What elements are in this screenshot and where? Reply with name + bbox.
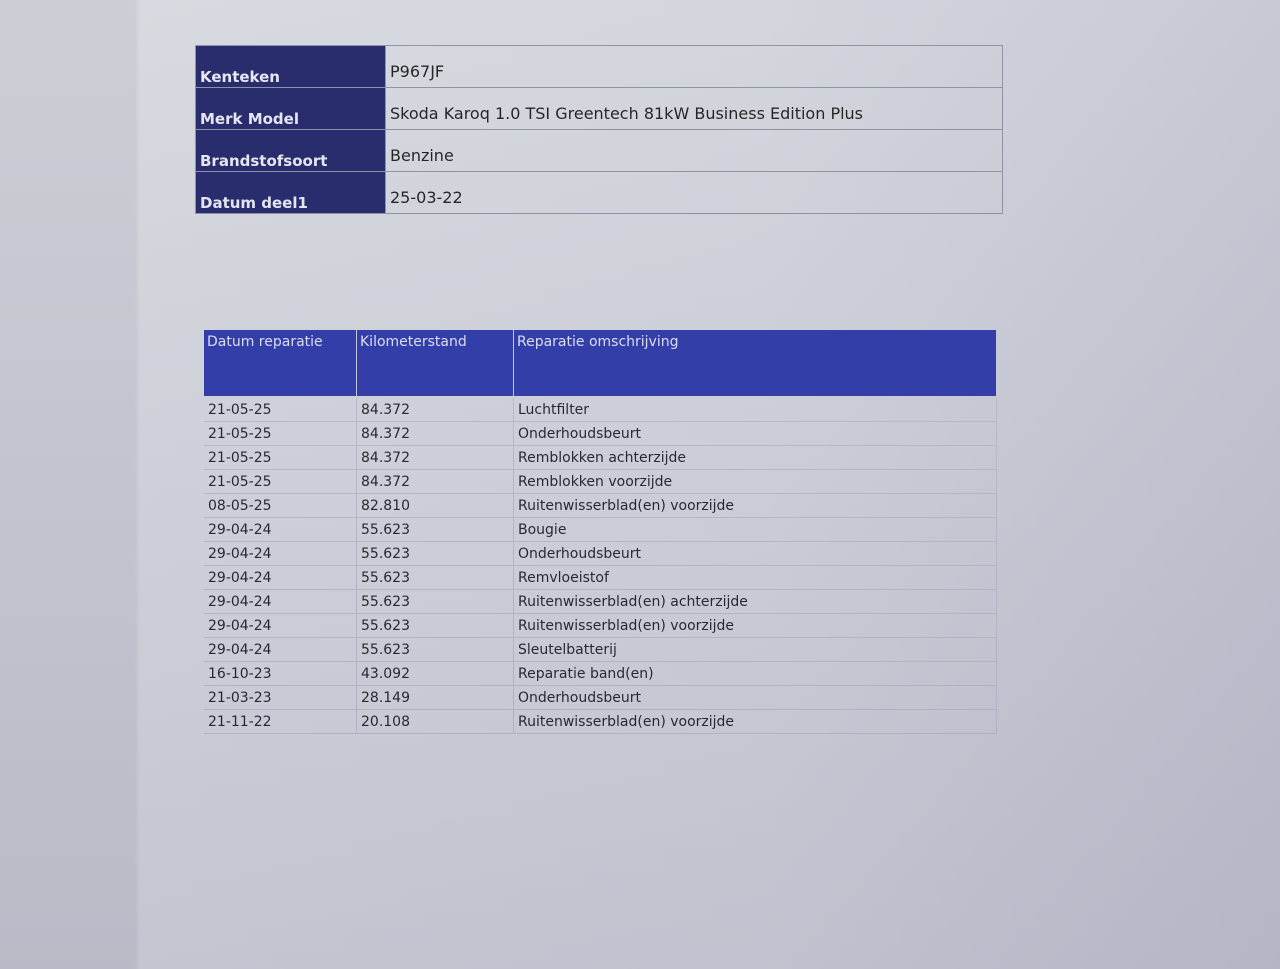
table-row: 21-05-25 84.372 Luchtfilter	[204, 398, 997, 422]
repair-description: Onderhoudsbeurt	[513, 541, 997, 566]
repair-date: 29-04-24	[204, 589, 357, 614]
table-row: 29-04-24 55.623 Remvloeistof	[204, 565, 997, 590]
info-label: Datum deel1	[195, 171, 386, 214]
repair-description: Remvloeistof	[513, 565, 997, 590]
repair-mileage: 84.372	[356, 421, 514, 446]
table-row: 21-05-25 84.372 Remblokken achterzijde	[204, 445, 997, 470]
repair-date: 21-05-25	[204, 469, 357, 494]
info-row: Kenteken P967JF	[195, 45, 1003, 88]
repair-date: 16-10-23	[204, 661, 357, 686]
repair-mileage: 28.149	[356, 685, 514, 710]
repair-mileage: 55.623	[356, 613, 514, 638]
repair-mileage: 84.372	[356, 469, 514, 494]
repair-description: Ruitenwisserblad(en) voorzijde	[513, 613, 997, 638]
info-value: 25-03-22	[385, 171, 1003, 214]
repair-date: 08-05-25	[204, 493, 357, 518]
table-row: 21-05-25 84.372 Remblokken voorzijde	[204, 469, 997, 494]
repair-description: Onderhoudsbeurt	[513, 685, 997, 710]
column-header-description: Reparatie omschrijving	[513, 330, 997, 396]
info-row: Brandstofsoort Benzine	[195, 129, 1003, 172]
info-row: Datum deel1 25-03-22	[195, 171, 1003, 214]
repair-date: 21-05-25	[204, 398, 357, 422]
repair-history-table: Datum reparatie Kilometerstand Reparatie…	[204, 330, 997, 734]
table-row: 29-04-24 55.623 Sleutelbatterij	[204, 637, 997, 662]
repair-description: Remblokken achterzijde	[513, 445, 997, 470]
repair-date: 29-04-24	[204, 541, 357, 566]
column-header-date: Datum reparatie	[204, 330, 357, 396]
table-row: 21-11-22 20.108 Ruitenwisserblad(en) voorz…	[204, 709, 997, 734]
vehicle-info-table: Kenteken P967JF Merk Model Skoda Karoq 1.0 …	[195, 45, 1003, 214]
repair-description: Sleutelbatterij	[513, 637, 997, 662]
repair-description: Ruitenwisserblad(en) voorzijde	[513, 493, 997, 518]
info-value: Benzine	[385, 129, 1003, 172]
repair-description: Bougie	[513, 517, 997, 542]
repair-mileage: 82.810	[356, 493, 514, 518]
table-row: 29-04-24 55.623 Bougie	[204, 517, 997, 542]
repair-mileage: 84.372	[356, 398, 514, 422]
table-row: 08-05-25 82.810 Ruitenwisserblad(en) voorz…	[204, 493, 997, 518]
info-label: Kenteken	[195, 45, 386, 88]
table-row: 16-10-23 43.092 Reparatie band(en)	[204, 661, 997, 686]
repair-mileage: 55.623	[356, 589, 514, 614]
table-row: 29-04-24 55.623 Ruitenwisserblad(en) voorz…	[204, 613, 997, 638]
repair-mileage: 55.623	[356, 565, 514, 590]
repair-description: Remblokken voorzijde	[513, 469, 997, 494]
repair-date: 29-04-24	[204, 517, 357, 542]
info-value: P967JF	[385, 45, 1003, 88]
info-label: Brandstofsoort	[195, 129, 386, 172]
repair-date: 29-04-24	[204, 613, 357, 638]
table-header-row: Datum reparatie Kilometerstand Reparatie…	[204, 330, 997, 396]
info-row: Merk Model Skoda Karoq 1.0 TSI Greentech …	[195, 87, 1003, 130]
repair-date: 21-05-25	[204, 445, 357, 470]
repair-description: Ruitenwisserblad(en) voorzijde	[513, 709, 997, 734]
repair-description: Onderhoudsbeurt	[513, 421, 997, 446]
repair-description: Luchtfilter	[513, 398, 997, 422]
repair-mileage: 55.623	[356, 637, 514, 662]
table-row: 29-04-24 55.623 Onderhoudsbeurt	[204, 541, 997, 566]
table-row: 21-05-25 84.372 Onderhoudsbeurt	[204, 421, 997, 446]
repair-date: 29-04-24	[204, 637, 357, 662]
repair-description: Reparatie band(en)	[513, 661, 997, 686]
repair-date: 21-03-23	[204, 685, 357, 710]
repair-date: 21-11-22	[204, 709, 357, 734]
info-value: Skoda Karoq 1.0 TSI Greentech 81kW Busin…	[385, 87, 1003, 130]
repair-mileage: 84.372	[356, 445, 514, 470]
info-label: Merk Model	[195, 87, 386, 130]
repair-description: Ruitenwisserblad(en) achterzijde	[513, 589, 997, 614]
repair-date: 29-04-24	[204, 565, 357, 590]
repair-mileage: 43.092	[356, 661, 514, 686]
repair-mileage: 55.623	[356, 541, 514, 566]
repair-date: 21-05-25	[204, 421, 357, 446]
column-header-mileage: Kilometerstand	[356, 330, 514, 396]
table-row: 29-04-24 55.623 Ruitenwisserblad(en) achte…	[204, 589, 997, 614]
table-row: 21-03-23 28.149 Onderhoudsbeurt	[204, 685, 997, 710]
repair-mileage: 20.108	[356, 709, 514, 734]
repair-mileage: 55.623	[356, 517, 514, 542]
